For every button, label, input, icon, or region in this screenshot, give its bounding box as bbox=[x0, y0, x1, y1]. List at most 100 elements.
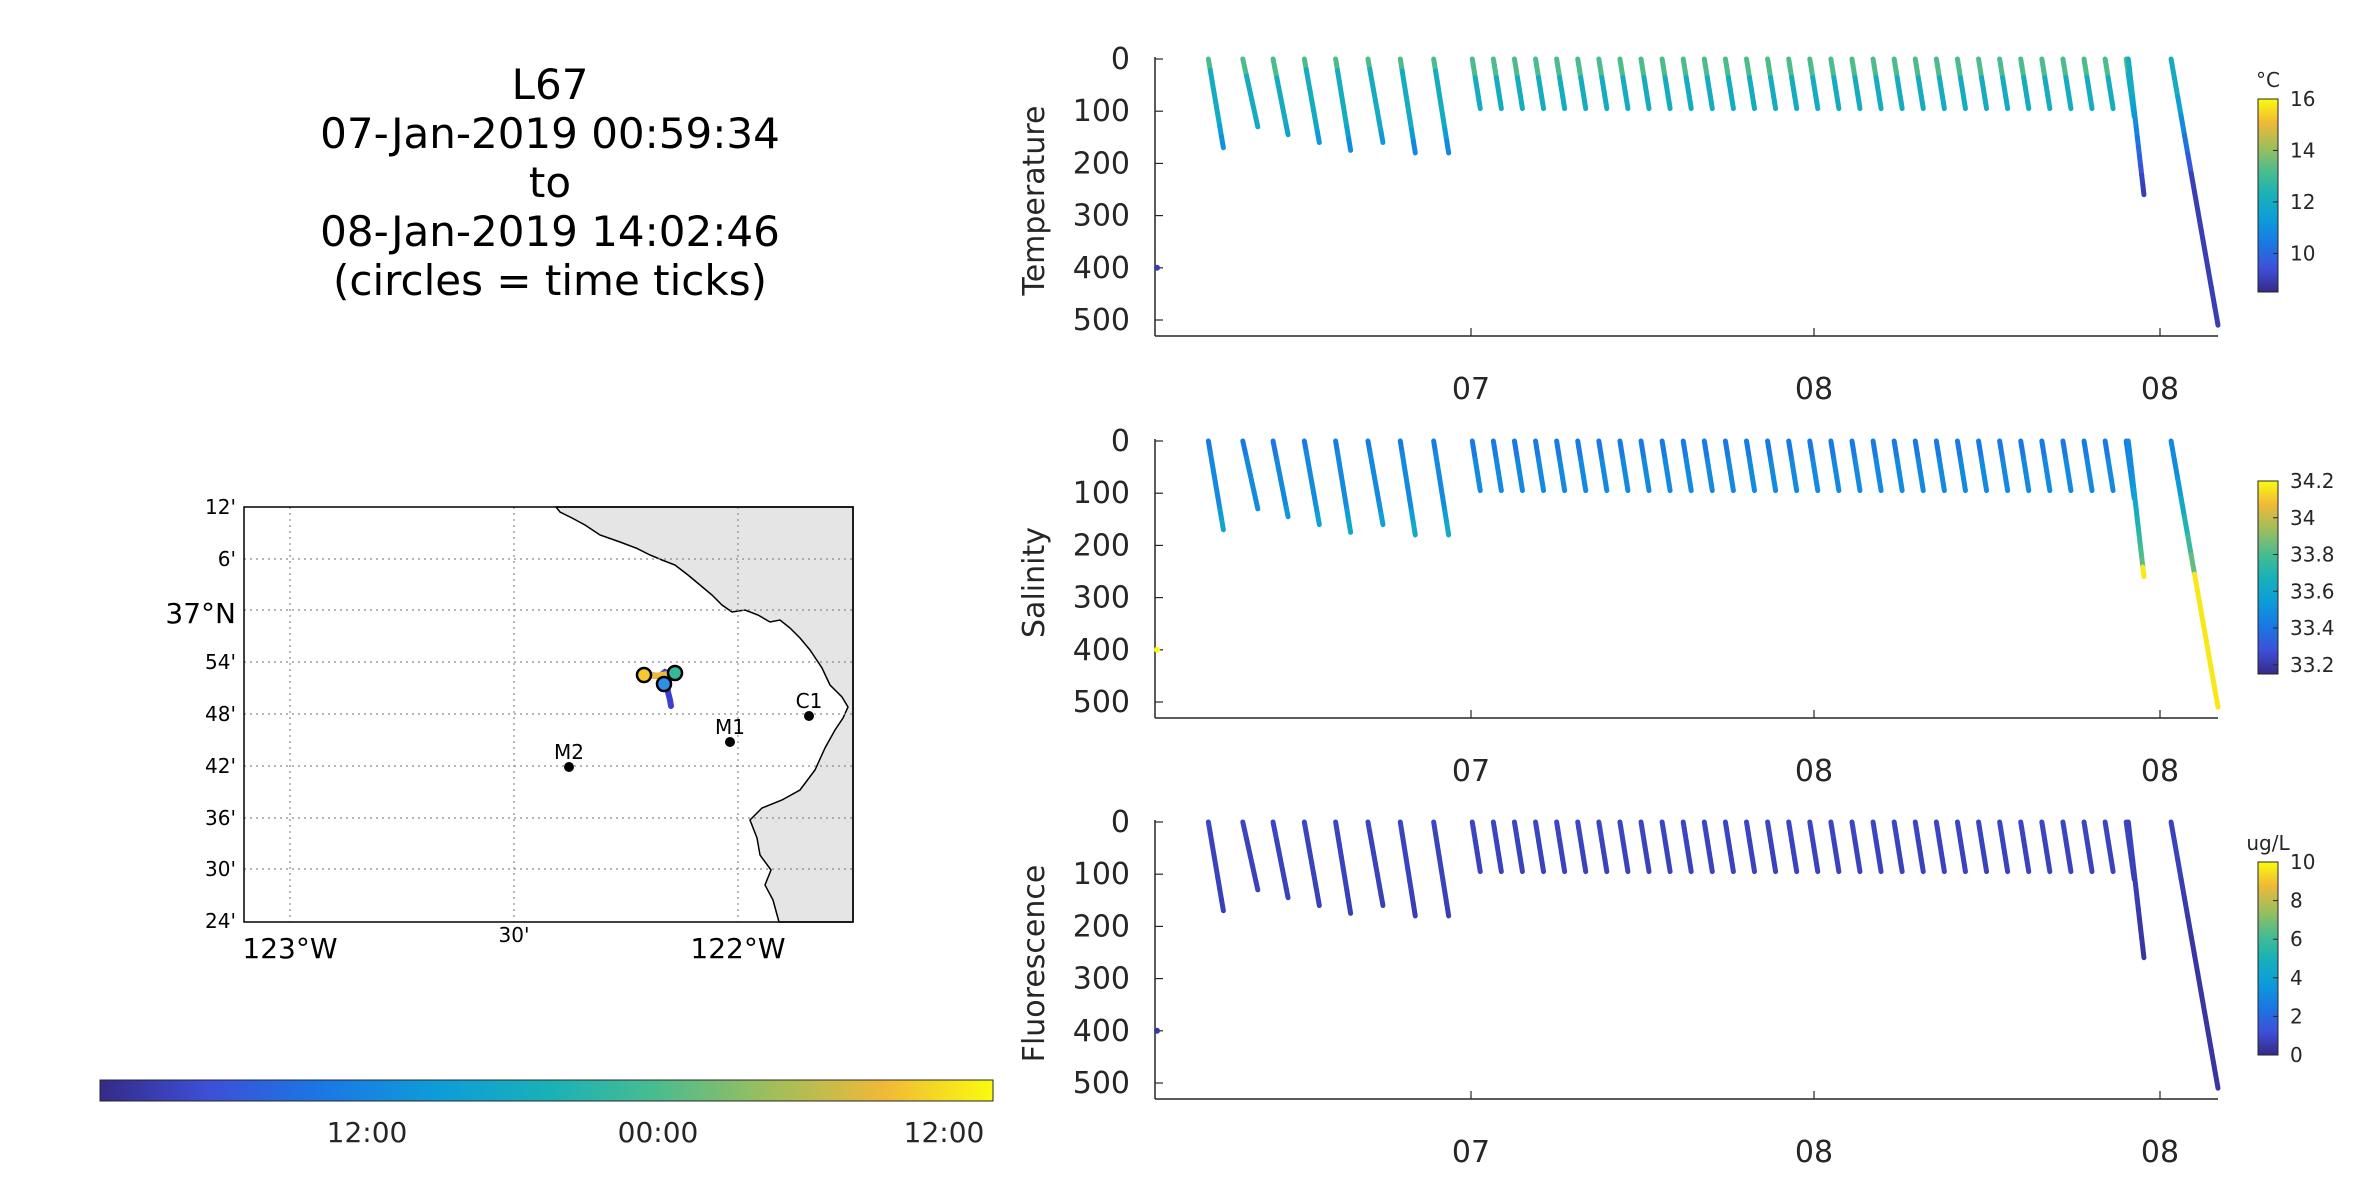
time-tick-circle bbox=[635, 666, 653, 684]
profile-segment bbox=[1961, 481, 1968, 494]
profile-segment bbox=[1835, 481, 1842, 494]
profile-segment bbox=[1729, 481, 1736, 494]
time-tick-circle bbox=[655, 675, 673, 693]
fluorescence-panel: 0 100 200 300 400 500 Fluorescence 07 08 08 0 2 4 6 8 1… bbox=[1017, 805, 2315, 1170]
profile-segment bbox=[1708, 99, 1715, 112]
colorbar-tick-label: 10 bbox=[2290, 241, 2315, 265]
glider-name: L67 bbox=[511, 60, 589, 109]
profile-segment bbox=[1253, 115, 1261, 130]
profile-segment bbox=[1378, 129, 1386, 146]
y-axis-label: Fluorescence bbox=[1017, 865, 1052, 1063]
y-tick-label: 100 bbox=[1073, 94, 1130, 129]
profile-segment bbox=[1540, 481, 1547, 494]
profile-segment bbox=[2109, 862, 2116, 875]
profile-segment bbox=[1983, 862, 1990, 875]
time-tick-circle bbox=[666, 664, 684, 682]
profile-segment bbox=[1940, 862, 1947, 875]
profile-segment bbox=[1793, 862, 1800, 875]
colorbar-tick-label: 33.8 bbox=[2290, 543, 2335, 567]
y-tick-label: 200 bbox=[1073, 146, 1130, 181]
profile-segment bbox=[2140, 564, 2147, 580]
profile-segment bbox=[1898, 481, 1905, 494]
time-colorbar: 12:00 00:00 12:00 bbox=[99, 1079, 994, 1149]
profile-segment bbox=[2192, 952, 2201, 977]
profile-segment bbox=[1497, 862, 1504, 875]
profile-segment bbox=[2168, 819, 2177, 844]
colorbar-tick-label: 8 bbox=[2290, 889, 2303, 913]
y-tick-label: 200 bbox=[1073, 528, 1130, 563]
lat-tick-label: 24' bbox=[205, 909, 236, 933]
profile-segment bbox=[1687, 862, 1694, 875]
profile-segment bbox=[2109, 481, 2116, 494]
profile-segment bbox=[2181, 514, 2191, 539]
colorbar-tick-label: 2 bbox=[2290, 1004, 2303, 1028]
lat-tick-label: 6' bbox=[218, 547, 236, 571]
x-tick-label: 08 bbox=[1795, 1135, 1833, 1170]
profile-segment bbox=[1919, 99, 1926, 112]
profile-segment bbox=[1219, 516, 1226, 533]
data-point bbox=[1154, 1027, 1160, 1034]
profile-segment bbox=[1346, 518, 1354, 535]
y-tick-label: 100 bbox=[1073, 476, 1130, 511]
profile-segment bbox=[1497, 99, 1504, 112]
profile-segment bbox=[1793, 99, 1800, 112]
profile-segment bbox=[1624, 99, 1631, 112]
profile-segment bbox=[1814, 862, 1821, 875]
profile-segment bbox=[2185, 533, 2194, 558]
x-tick-label: 07 bbox=[1452, 372, 1490, 407]
profile-segment bbox=[1219, 897, 1226, 914]
profile-segment bbox=[1772, 862, 1779, 875]
profile-segment bbox=[2198, 990, 2208, 1015]
x-tick-label: 08 bbox=[2141, 754, 2179, 789]
profile-segment bbox=[2178, 495, 2187, 520]
profile-segment bbox=[1898, 99, 1905, 112]
profile-segment bbox=[2188, 933, 2198, 958]
profile-segment bbox=[2175, 476, 2184, 501]
y-tick-label: 300 bbox=[1073, 199, 1130, 234]
profile-segment bbox=[1645, 99, 1652, 112]
profile-segment bbox=[1983, 481, 1990, 494]
profile-segment bbox=[2046, 862, 2053, 875]
profile-segment bbox=[1856, 481, 1863, 494]
profile-segment bbox=[2109, 99, 2116, 112]
x-tick-label: 08 bbox=[2141, 1135, 2179, 1170]
profile-segment bbox=[1410, 138, 1418, 156]
profile-segment bbox=[2208, 666, 2218, 691]
profile-segment bbox=[2140, 945, 2147, 961]
time-colorbar-tick-label: 12:00 bbox=[327, 1116, 408, 1149]
profile-segment bbox=[1444, 138, 1452, 156]
profile-segment bbox=[2140, 182, 2147, 198]
profile-segment bbox=[1687, 481, 1694, 494]
profile-segment bbox=[2175, 857, 2184, 882]
profile-segment bbox=[1729, 99, 1736, 112]
profile-segment bbox=[1253, 497, 1261, 512]
profile-segment bbox=[1476, 862, 1483, 875]
profile-segment bbox=[1856, 99, 1863, 112]
profile-segment bbox=[1476, 481, 1483, 494]
profile-segment bbox=[2025, 99, 2032, 112]
y-tick-label: 100 bbox=[1073, 857, 1130, 892]
colorbar-unit-label: °C bbox=[2256, 68, 2280, 92]
profile-segment bbox=[1961, 862, 1968, 875]
profile-segment bbox=[2195, 971, 2204, 996]
profile-segment bbox=[1497, 481, 1504, 494]
station-markers: M2 M1 C1 bbox=[554, 689, 822, 772]
profile-segment bbox=[1410, 901, 1418, 919]
profile-segment bbox=[1940, 99, 1947, 112]
profile-segment bbox=[2185, 914, 2194, 939]
profile-segment bbox=[2195, 590, 2204, 615]
profile-segment bbox=[1645, 862, 1652, 875]
profile-segment bbox=[1283, 122, 1291, 138]
profile-segment bbox=[2212, 303, 2221, 328]
profile-segment bbox=[1898, 862, 1905, 875]
profile-segment bbox=[2205, 647, 2214, 672]
y-tick-label: 400 bbox=[1073, 633, 1130, 668]
profile-segment bbox=[1772, 99, 1779, 112]
colorbar-tick-label: 33.2 bbox=[2290, 653, 2335, 677]
profile-segment bbox=[1687, 99, 1694, 112]
profile-segment bbox=[2171, 457, 2181, 482]
profile-segment bbox=[1750, 862, 1757, 875]
map-panel: 12' 6' 37°N 54' 48' 42' 36' 30' 24' 123°… bbox=[165, 495, 854, 965]
profile-segment bbox=[1253, 878, 1261, 893]
